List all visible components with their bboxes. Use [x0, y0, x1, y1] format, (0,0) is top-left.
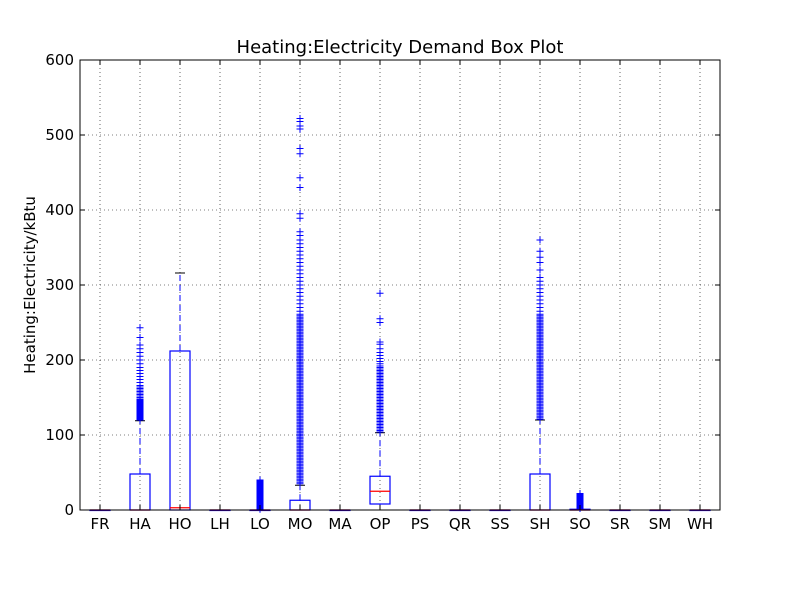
x-tick-label-ss: SS [490, 515, 509, 533]
x-tick-label-ho: HO [168, 515, 191, 533]
outlier-point [536, 236, 544, 244]
chart-title: Heating:Electricity Demand Box Plot [237, 37, 564, 58]
x-tick-label-lh: LH [210, 515, 230, 533]
outlier-point [296, 228, 304, 236]
x-tick-label-ps: PS [411, 515, 430, 533]
outlier-point [296, 174, 304, 182]
outliers [376, 289, 384, 436]
y-axis-label: Heating:Electricity/kBtu [21, 196, 39, 374]
y-tick-label: 600 [45, 51, 74, 69]
y-tick-label: 100 [45, 426, 74, 444]
box-body [369, 475, 391, 505]
axis-ticks: 0 100 200 300 400 500 600 FR HA HO LH LO MO MA OP PS QR S… [45, 51, 720, 533]
outlier-point [136, 334, 144, 341]
box-ho [169, 272, 191, 511]
x-tick-label-fr: FR [90, 515, 109, 533]
outlier-point [296, 115, 304, 122]
x-tick-label-wh: WH [687, 515, 713, 533]
outliers [576, 490, 584, 512]
y-tick-label: 0 [64, 501, 74, 519]
outliers [296, 115, 304, 488]
box-mo [289, 115, 311, 511]
outlier-point [296, 184, 304, 191]
y-tick-label: 300 [45, 276, 74, 294]
y-tick-label: 400 [45, 201, 74, 219]
box-ha [129, 324, 151, 511]
outlier-point [536, 247, 544, 255]
outlier-point [376, 315, 384, 323]
x-tick-label-so: SO [569, 515, 590, 533]
x-tick-label-mo: MO [288, 515, 313, 533]
outlier-point [376, 289, 384, 297]
x-tick-label-qr: QR [449, 515, 471, 533]
outlier-point [136, 324, 144, 332]
x-tick-label-sh: SH [530, 515, 551, 533]
outlier-point [136, 341, 144, 349]
x-tick-label-ma: MA [328, 515, 352, 533]
box-body [169, 350, 191, 511]
boxes-layer [89, 115, 711, 513]
box-op [369, 289, 391, 511]
outliers [136, 324, 144, 424]
grid-lines [80, 60, 720, 510]
y-tick-label: 200 [45, 351, 74, 369]
x-tick-label-sm: SM [649, 515, 671, 533]
outlier-point [296, 145, 304, 152]
outlier-point [576, 490, 584, 497]
x-tick-label-sr: SR [610, 515, 630, 533]
x-tick-label-ha: HA [129, 515, 151, 533]
box-sh [529, 236, 551, 511]
outliers [536, 236, 544, 423]
outlier-point [536, 266, 544, 274]
y-tick-label: 500 [45, 126, 74, 144]
outlier-point [536, 274, 544, 281]
x-tick-label-lo: LO [250, 515, 270, 533]
outlier-point [376, 338, 384, 346]
outlier-point [536, 253, 544, 261]
outlier-point [256, 476, 264, 484]
x-tick-label-op: OP [370, 515, 391, 533]
outlier-point [296, 210, 304, 218]
